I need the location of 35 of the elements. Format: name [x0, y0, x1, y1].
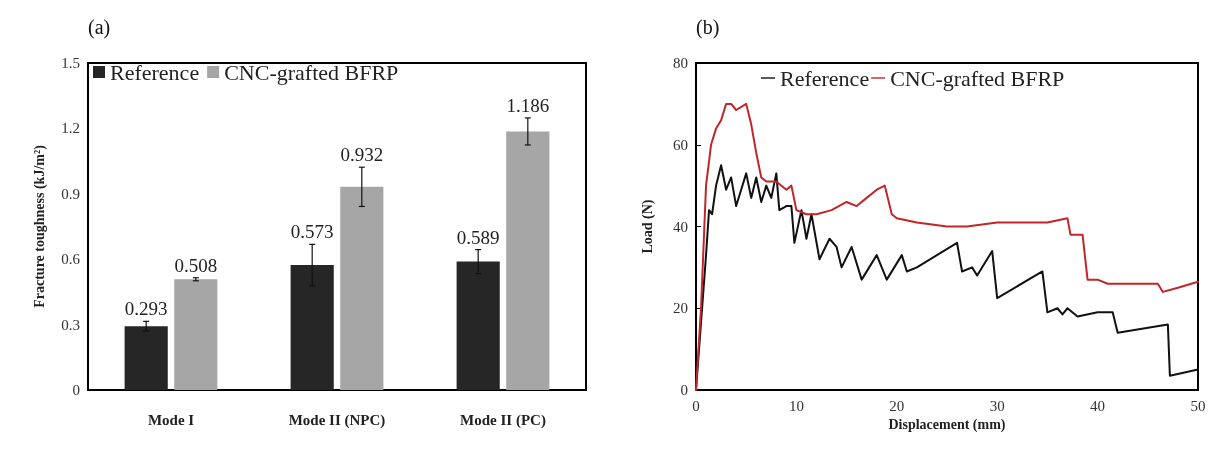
y-tick-label: 20 [673, 300, 688, 317]
chart-title: (a) [88, 16, 111, 39]
y-tick-label: 0 [680, 382, 688, 398]
y-tick-label: 0.6 [61, 251, 81, 268]
y-tick-label: 80 [673, 55, 688, 71]
data-label: 0.589 [456, 226, 500, 248]
x-tick-label: Mode II (NPC) [288, 411, 386, 429]
legend-label: CNC-grafted BFRP [224, 59, 399, 85]
legend-label: Reference [110, 59, 200, 85]
x-axis-title: Displacement (mm) [888, 417, 1006, 434]
y-axis-title: Fracture toughness (kJ/m²) [31, 144, 48, 308]
x-tick-label: 40 [1090, 397, 1106, 414]
data-label: 0.573 [290, 221, 334, 243]
y-tick-label: 0.9 [61, 185, 80, 202]
data-label: 0.932 [340, 144, 384, 166]
data-label: 0.508 [174, 254, 218, 276]
x-tick-label: 10 [788, 397, 804, 414]
legend-label: Reference [780, 65, 870, 91]
legend-label: CNC-grafted BFRP [890, 65, 1065, 91]
data-label: 1.186 [506, 94, 550, 116]
data-label: 0.293 [124, 298, 168, 320]
x-tick-label: 20 [889, 397, 905, 414]
x-tick-label: 50 [1190, 397, 1206, 414]
y-tick-label: 0 [72, 382, 80, 398]
y-tick-label: 40 [673, 218, 688, 235]
y-axis-title: Load (N) [639, 199, 656, 254]
y-tick-label: 60 [673, 136, 688, 153]
x-tick-label: Mode II (PC) [460, 411, 546, 429]
x-tick-label: 0 [692, 397, 700, 414]
x-tick-label: Mode I [147, 411, 195, 428]
x-tick-label: 30 [989, 397, 1005, 414]
y-tick-label: 1.2 [61, 120, 80, 137]
y-tick-label: 0.3 [61, 316, 80, 333]
y-tick-label: 1.5 [61, 55, 80, 71]
chart-title: (b) [696, 16, 720, 39]
